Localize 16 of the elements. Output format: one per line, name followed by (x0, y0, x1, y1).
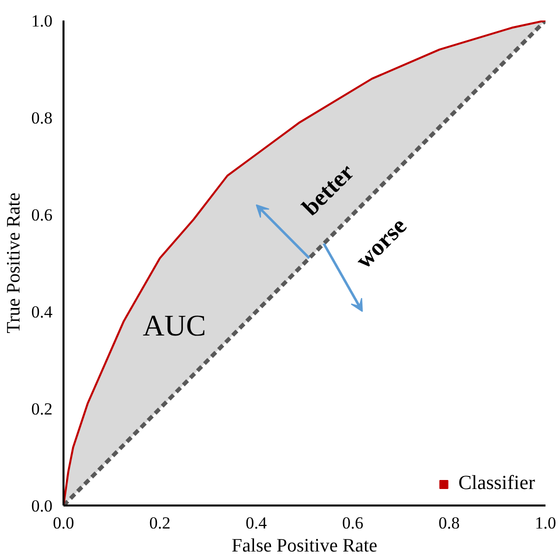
y-tick-label: 0.6 (31, 206, 52, 224)
y-tick-label: 0.4 (31, 302, 53, 322)
y-tick-label: 0.2 (31, 400, 52, 418)
legend-label: Classifier (458, 472, 535, 495)
y-axis-title: True Positive Rate (3, 192, 24, 334)
x-tick-label: 1.0 (534, 514, 556, 532)
y-tick-label: 0.0 (31, 496, 52, 516)
x-tick-label: 0.4 (246, 514, 268, 532)
y-tick-label: 0.8 (31, 108, 52, 128)
x-tick-label: 0.0 (52, 514, 74, 532)
y-tick-label: 1.0 (31, 12, 52, 30)
annotation: AUC (142, 310, 206, 343)
x-tick-label: 0.2 (149, 514, 171, 532)
x-tick-label: 0.8 (438, 514, 460, 532)
x-axis-title: False Positive Rate (232, 536, 378, 556)
x-tick-label: 0.6 (342, 514, 364, 532)
